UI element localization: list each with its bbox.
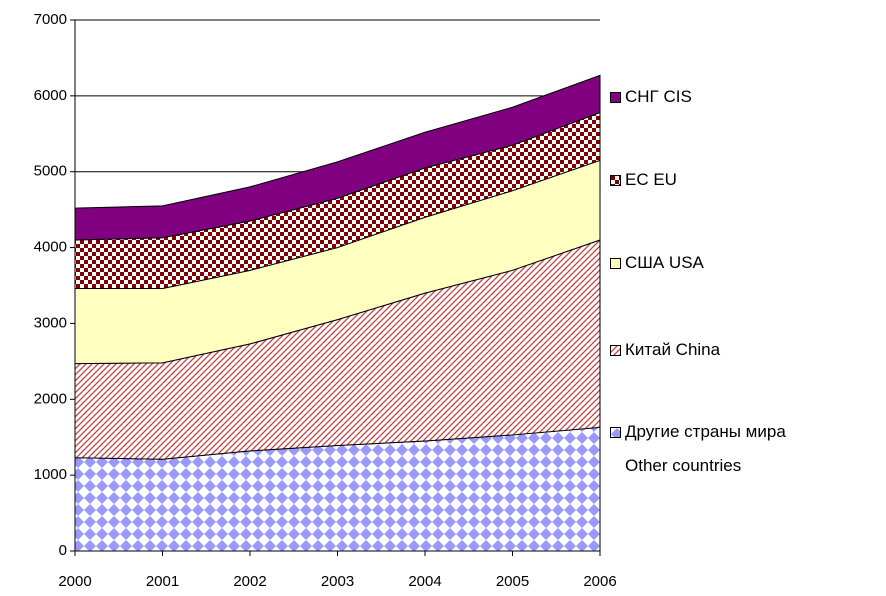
- legend-swatch: [610, 427, 621, 438]
- y-tick-label: 3000: [34, 314, 67, 331]
- y-tick-label: 7000: [34, 11, 67, 28]
- x-tick-label: 2001: [146, 573, 179, 590]
- y-tick-label: 4000: [34, 239, 67, 256]
- legend-label: ЕС EU: [625, 170, 677, 189]
- x-tick-label: 2003: [321, 573, 354, 590]
- y-tick-label: 5000: [34, 163, 67, 180]
- y-tick-label: 1000: [34, 466, 67, 483]
- x-tick-label: 2006: [583, 573, 616, 590]
- x-tick-label: 2000: [58, 573, 91, 590]
- legend-item: США USA: [610, 246, 704, 280]
- legend-label: США USA: [625, 253, 704, 272]
- legend-label: Другие страны мира Other countries: [625, 422, 786, 475]
- legend-swatch: [610, 258, 621, 269]
- legend-item: Китай China: [610, 333, 720, 367]
- area: [74, 74, 601, 241]
- legend-swatch: [610, 92, 621, 103]
- x-tick-label: 2004: [408, 573, 441, 590]
- legend-item: Другие страны мира Other countries: [610, 415, 786, 483]
- legend-item: СНГ CIS: [610, 80, 692, 114]
- legend-label: Китай China: [625, 340, 721, 359]
- y-tick-label: 2000: [34, 390, 67, 407]
- y-tick-label: 0: [59, 542, 67, 559]
- x-tick-label: 2005: [496, 573, 529, 590]
- x-tick-label: 2002: [233, 573, 266, 590]
- y-tick-label: 6000: [34, 87, 67, 104]
- legend-swatch: [610, 345, 621, 356]
- legend-label: СНГ CIS: [625, 87, 692, 106]
- legend-swatch: [610, 175, 621, 186]
- legend-item: ЕС EU: [610, 163, 677, 197]
